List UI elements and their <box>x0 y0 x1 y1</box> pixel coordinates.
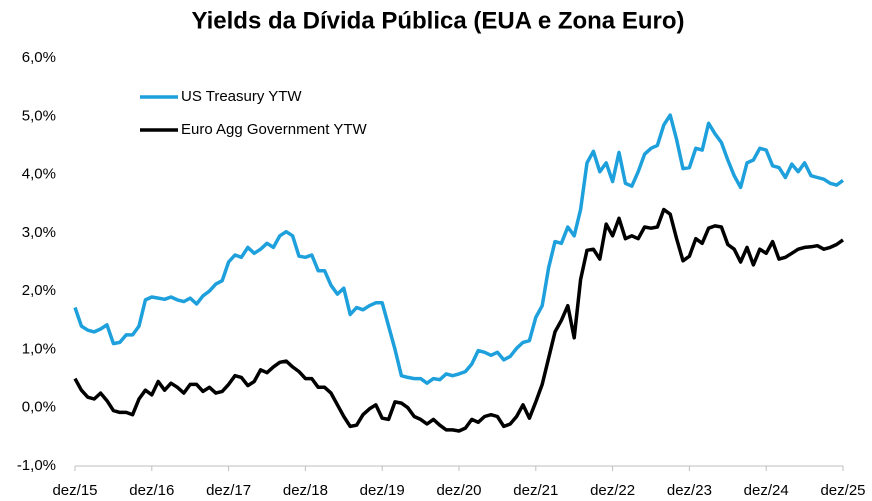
x-tick-label: dez/19 <box>360 482 405 499</box>
x-tick-label: dez/24 <box>744 482 789 499</box>
legend-label: US Treasury YTW <box>181 88 302 105</box>
x-tick-label: dez/23 <box>667 482 712 499</box>
line-series <box>73 207 845 433</box>
x-tick-label: dez/17 <box>206 482 251 499</box>
y-tick-label: -1,0% <box>17 457 56 474</box>
y-tick-label: 4,0% <box>22 166 56 183</box>
y-tick-label: 0,0% <box>22 399 56 416</box>
y-tick-label: 1,0% <box>22 340 56 357</box>
x-tick-label: dez/25 <box>820 482 865 499</box>
x-tick-label: dez/18 <box>283 482 328 499</box>
x-tick-label: dez/20 <box>436 482 481 499</box>
line-series <box>73 113 845 385</box>
x-tick-label: dez/21 <box>513 482 558 499</box>
y-tick-label: 5,0% <box>22 107 56 124</box>
y-tick-label: 6,0% <box>22 49 56 66</box>
x-tick-label: dez/16 <box>129 482 174 499</box>
x-tick-label: dez/15 <box>52 482 97 499</box>
chart-title: Yields da Dívida Pública (EUA e Zona Eur… <box>192 7 685 34</box>
y-tick-label: 3,0% <box>22 224 56 241</box>
legend-label: Euro Agg Government YTW <box>181 121 367 138</box>
y-tick-label: 2,0% <box>22 282 56 299</box>
x-tick-label: dez/22 <box>590 482 635 499</box>
